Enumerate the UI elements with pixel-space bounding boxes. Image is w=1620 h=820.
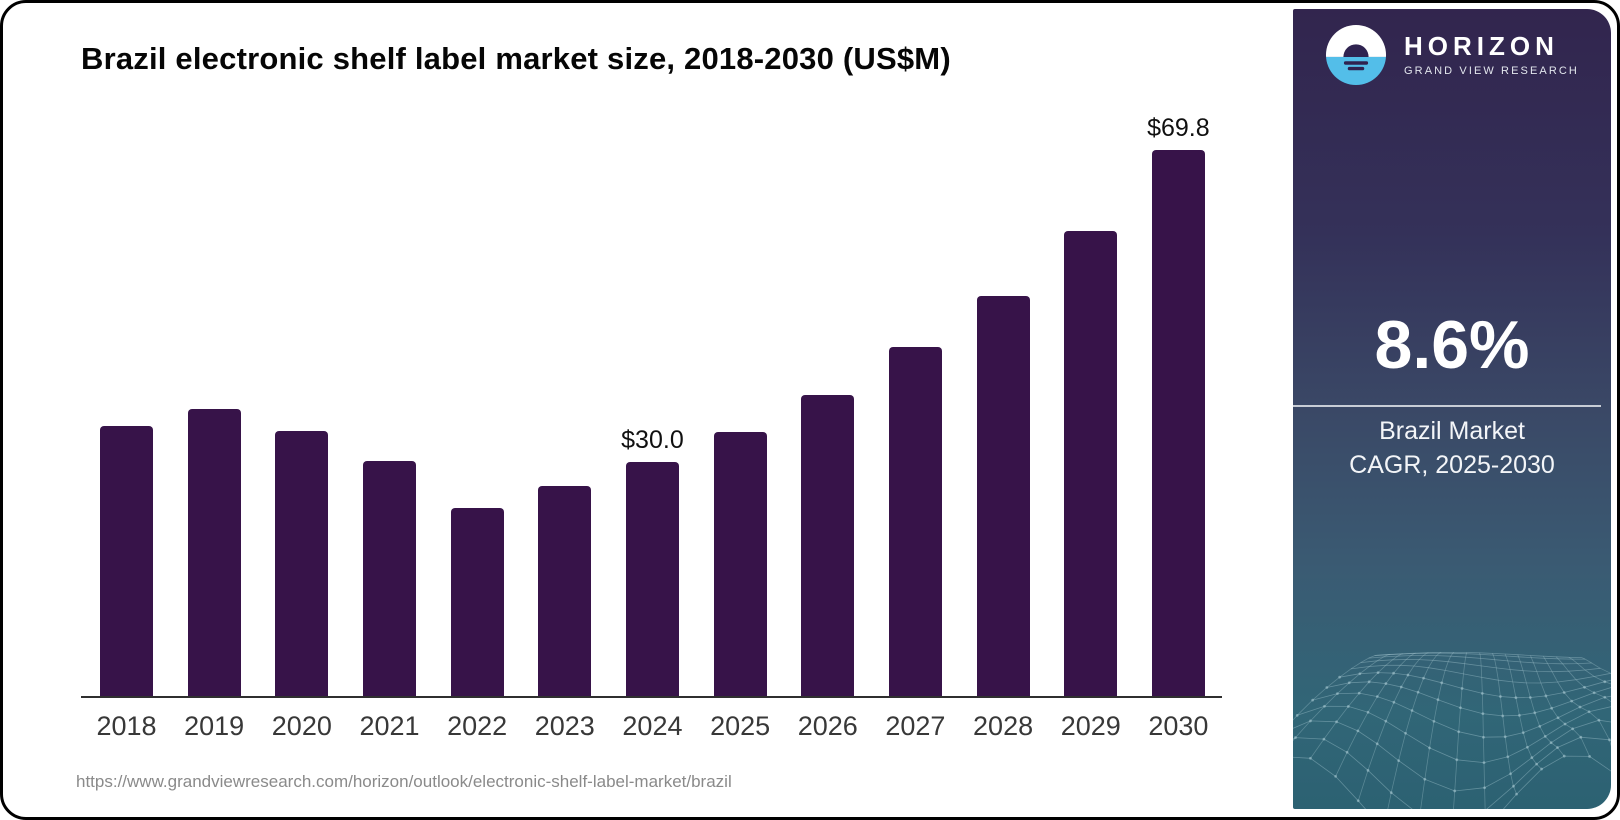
bar-2026: [801, 395, 855, 697]
bar-column-2019: [187, 409, 241, 697]
bar-column-2022: [450, 508, 504, 697]
bar-column-2030: $69.8: [1147, 114, 1210, 697]
panel-divider: [1293, 405, 1601, 407]
cagr-label-line1: Brazil Market: [1379, 417, 1525, 445]
cagr-label-line2: CAGR, 2025-2030: [1349, 451, 1555, 479]
x-tick-2029: 2029: [1060, 711, 1121, 741]
x-tick-2028: 2028: [973, 711, 1034, 741]
x-tick-2023: 2023: [534, 711, 595, 741]
chart-title: Brazil electronic shelf label market siz…: [81, 41, 951, 76]
bar-column-2028: [976, 296, 1030, 697]
bar-column-2023: [538, 486, 592, 697]
bar-2029: [1064, 231, 1118, 697]
x-tick-2020: 2020: [271, 711, 332, 741]
bar-column-2018: [100, 426, 153, 697]
bar-value-label-2030: $69.8: [1147, 114, 1210, 142]
source-url: https://www.grandviewresearch.com/horizo…: [76, 772, 732, 791]
brand-name: HORIZON: [1404, 30, 1559, 61]
x-tick-2022: 2022: [447, 711, 508, 741]
x-axis-labels: 2018 2019 2020 2021 2022 2023 2024 2025 2026 2027…: [96, 711, 1209, 742]
bar-2022: [450, 508, 504, 697]
bar-2023: [538, 486, 592, 697]
brand-subtitle: GRAND VIEW RESEARCH: [1404, 65, 1579, 78]
bar-chart: $30.0 $69.8: [100, 114, 1210, 697]
brand-panel: HORIZON GRAND VIEW RESEARCH 8.6% Brazil …: [1293, 9, 1611, 809]
bar-column-2020: [275, 431, 329, 697]
brand-header: HORIZON GRAND VIEW RESEARCH: [1293, 24, 1611, 86]
bar-column-2027: [888, 347, 942, 697]
bar-2021: [362, 461, 416, 697]
brand-text: HORIZON GRAND VIEW RESEARCH: [1404, 30, 1579, 78]
x-tick-2018: 2018: [96, 711, 157, 741]
bar-2030: [1151, 150, 1205, 697]
bar-2019: [187, 409, 241, 697]
x-tick-2027: 2027: [885, 711, 946, 741]
bar-2028: [976, 296, 1030, 697]
x-tick-2030: 2030: [1148, 711, 1209, 741]
bar-2025: [713, 432, 767, 697]
bar-2027: [888, 347, 942, 697]
bar-column-2024: $30.0: [621, 426, 684, 697]
x-axis-line: [81, 696, 1222, 698]
bar-column-2021: [362, 461, 416, 697]
x-tick-2024: 2024: [622, 711, 683, 741]
wireframe-mesh-graphic: [1293, 652, 1611, 809]
x-tick-2025: 2025: [710, 711, 771, 741]
bar-column-2026: [801, 395, 855, 697]
bar-2024: [625, 462, 679, 697]
bar-column-2025: [713, 432, 767, 697]
x-tick-2021: 2021: [359, 711, 420, 741]
bar-2020: [275, 431, 329, 697]
horizon-logo-icon: [1325, 24, 1387, 86]
x-tick-2026: 2026: [797, 711, 858, 741]
x-tick-2019: 2019: [184, 711, 245, 741]
bar-2018: [100, 426, 153, 697]
cagr-value: 8.6%: [1374, 307, 1530, 383]
bar-column-2029: [1064, 231, 1118, 697]
bar-value-label-2024: $30.0: [621, 426, 684, 454]
cagr-label: Brazil Market CAGR, 2025-2030: [1293, 414, 1611, 482]
